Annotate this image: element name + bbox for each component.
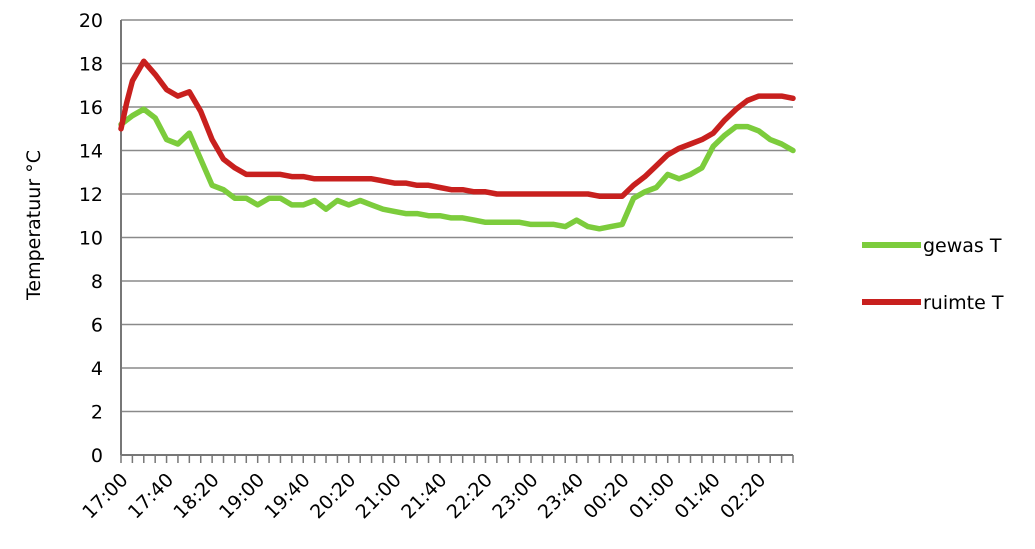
x-tick-label: 01:00 <box>625 469 679 523</box>
x-tick-label: 19:00 <box>215 469 269 523</box>
x-tick-label: 00:20 <box>579 469 633 523</box>
legend: gewas T ruimte T <box>862 235 1004 314</box>
y-tick-label: 10 <box>79 228 103 250</box>
y-tick-label: 16 <box>79 97 103 119</box>
series-line-ruimte <box>118 58 796 199</box>
x-tick-label: 22:20 <box>443 469 497 523</box>
x-tick-label: 23:40 <box>534 469 588 523</box>
x-tick-label: 21:00 <box>352 469 406 523</box>
x-tick-label: 19:40 <box>260 469 314 523</box>
y-axis-label: Temperatuur °C <box>23 150 45 301</box>
x-tick-label: 21:40 <box>397 469 451 523</box>
y-tick-label: 12 <box>79 184 103 206</box>
y-tick-label: 0 <box>91 445 103 467</box>
y-tick-label: 8 <box>91 271 103 293</box>
y-tick-label: 4 <box>91 358 103 380</box>
x-tick-labels: 17:0017:4018:2019:0019:4020:2021:0021:40… <box>78 469 770 523</box>
y-tick-labels: 0 2 4 6 8 10 12 14 16 18 20 <box>79 10 103 467</box>
x-tick-label: 02:20 <box>716 469 770 523</box>
y-tick-label: 6 <box>91 315 103 337</box>
x-tick-label: 01:40 <box>671 469 725 523</box>
y-tick-label: 14 <box>79 141 103 163</box>
x-tick-label: 18:20 <box>169 469 223 523</box>
legend-label: gewas T <box>923 235 1002 257</box>
y-tick-label: 2 <box>91 402 103 424</box>
series-line-gewas <box>118 106 796 232</box>
y-tick-label: 20 <box>79 10 103 32</box>
y-tick-label: 18 <box>79 54 103 76</box>
x-tick-label: 20:20 <box>306 469 360 523</box>
gridlines <box>120 19 794 463</box>
x-tick-label: 17:40 <box>124 469 178 523</box>
legend-label: ruimte T <box>923 292 1004 314</box>
x-tick-label: 17:00 <box>78 469 132 523</box>
series-lines <box>118 58 796 232</box>
x-tick-label: 23:00 <box>488 469 542 523</box>
